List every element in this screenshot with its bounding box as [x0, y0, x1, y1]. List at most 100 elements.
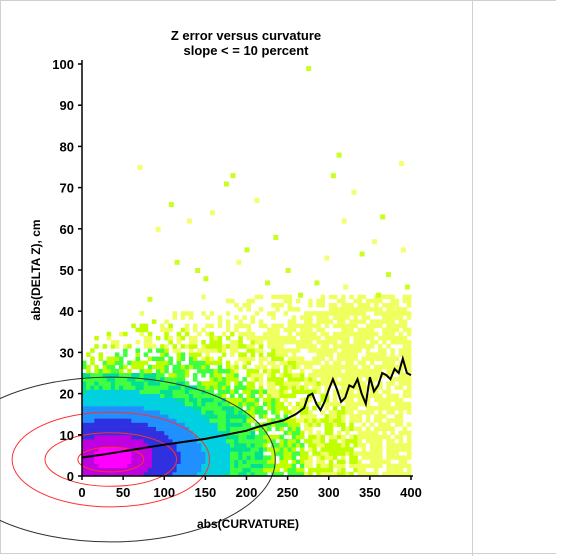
heatmap-cell	[225, 319, 231, 324]
heatmap-cell	[345, 377, 350, 382]
heatmap-cell	[230, 352, 235, 357]
heatmap-cell	[308, 298, 313, 304]
heatmap-cell	[357, 463, 362, 469]
heatmap-cell	[406, 344, 412, 349]
heatmap-cell	[225, 443, 231, 448]
heatmap-cell	[386, 311, 391, 316]
heatmap-cell	[114, 385, 120, 390]
heatmap-cell	[341, 356, 346, 361]
heatmap-cell	[234, 327, 239, 333]
heatmap-cell	[312, 368, 317, 374]
heatmap-cell	[110, 344, 116, 349]
heatmap-cell	[402, 389, 408, 394]
heatmap-cell	[271, 385, 276, 390]
heatmap-cell	[172, 344, 177, 349]
heatmap-cell	[406, 455, 412, 460]
heatmap-cell	[254, 438, 260, 444]
heatmap-cell	[337, 401, 342, 407]
heatmap-cell	[308, 426, 313, 432]
heatmap-cell	[316, 311, 321, 316]
heatmap-cell	[349, 331, 354, 337]
heatmap-cell	[283, 393, 288, 399]
heatmap-cell	[217, 414, 223, 419]
heatmap-cell	[201, 459, 206, 464]
heatmap-cell	[147, 356, 153, 361]
heatmap-cell	[374, 319, 379, 324]
heatmap-cell	[114, 360, 120, 366]
heatmap-cell	[180, 315, 186, 320]
heatmap-cell	[267, 360, 272, 366]
heatmap-cell	[119, 455, 124, 460]
heatmap-cell	[295, 401, 301, 407]
heatmap-cell	[135, 385, 140, 390]
heatmap-cell	[386, 335, 391, 341]
heatmap-cell	[205, 315, 210, 320]
heatmap-cell	[127, 422, 132, 427]
heatmap-cell	[205, 467, 210, 473]
heatmap-cell	[390, 471, 395, 477]
heatmap-cell	[291, 323, 297, 329]
heatmap-cell	[250, 389, 256, 394]
heatmap-cell	[213, 397, 219, 403]
heatmap-cell	[279, 447, 284, 452]
heatmap-cell	[156, 377, 161, 382]
heatmap-cell	[205, 451, 210, 456]
heatmap-cell	[394, 414, 400, 419]
heatmap-cell	[258, 344, 264, 349]
heatmap-cell	[164, 455, 169, 460]
heatmap-cell	[234, 360, 239, 366]
heatmap-cell	[230, 406, 235, 411]
heatmap-cell	[394, 364, 400, 370]
chart-title: Z error versus curvature	[171, 28, 321, 43]
heatmap-cell	[127, 455, 132, 460]
heatmap-cell	[316, 463, 321, 469]
heatmap-cell	[221, 344, 227, 349]
heatmap-cell	[164, 463, 169, 469]
heatmap-cell	[378, 422, 383, 427]
heatmap-cell	[254, 443, 260, 448]
heatmap-cell	[184, 364, 190, 370]
heatmap-cell	[374, 426, 379, 432]
heatmap-cell	[213, 344, 219, 349]
divider-line	[472, 0, 473, 556]
heatmap-cell	[337, 434, 342, 440]
heatmap-cell	[291, 414, 297, 419]
heatmap-cell	[283, 451, 288, 456]
heatmap-cell	[369, 323, 375, 329]
heatmap-cell	[357, 381, 362, 386]
heatmap-cell	[131, 451, 136, 456]
heatmap-cell	[139, 364, 145, 370]
heatmap-cell	[263, 410, 268, 415]
heatmap-cell	[123, 443, 128, 448]
heatmap-cell	[123, 471, 128, 477]
heatmap-cell	[406, 298, 412, 304]
heatmap-cell	[386, 443, 391, 448]
heatmap-cell	[345, 393, 350, 399]
heatmap-cell	[312, 451, 317, 456]
heatmap-cell	[238, 459, 243, 464]
heatmap-cell	[312, 467, 317, 473]
heatmap-cell	[172, 406, 177, 411]
heatmap-cell	[201, 364, 206, 370]
heatmap-cell	[193, 385, 198, 390]
heatmap-cell	[246, 389, 251, 394]
heatmap-cell	[221, 451, 227, 456]
heatmap-cell	[394, 315, 400, 320]
heatmap-cell	[213, 377, 219, 382]
heatmap-cell	[225, 364, 231, 370]
heatmap-cell	[267, 385, 272, 390]
heatmap-cell	[369, 459, 375, 464]
heatmap-cell	[143, 455, 149, 460]
heatmap-cell	[341, 463, 346, 469]
heatmap-cell	[291, 381, 297, 386]
heatmap-cell	[143, 443, 149, 448]
heatmap-cell	[308, 414, 313, 419]
heatmap-cell	[160, 471, 165, 477]
heatmap-cell	[193, 352, 198, 357]
heatmap-cell	[402, 298, 408, 304]
heatmap-cell	[156, 381, 161, 386]
heatmap-cell	[386, 447, 391, 452]
heatmap-cell	[300, 447, 305, 452]
heatmap-cell	[394, 323, 400, 329]
heatmap-cell	[242, 331, 247, 337]
